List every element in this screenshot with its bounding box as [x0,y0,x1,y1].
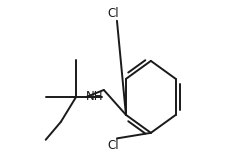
Text: Cl: Cl [107,139,119,152]
Text: NH: NH [85,90,103,103]
Text: Cl: Cl [107,7,119,20]
